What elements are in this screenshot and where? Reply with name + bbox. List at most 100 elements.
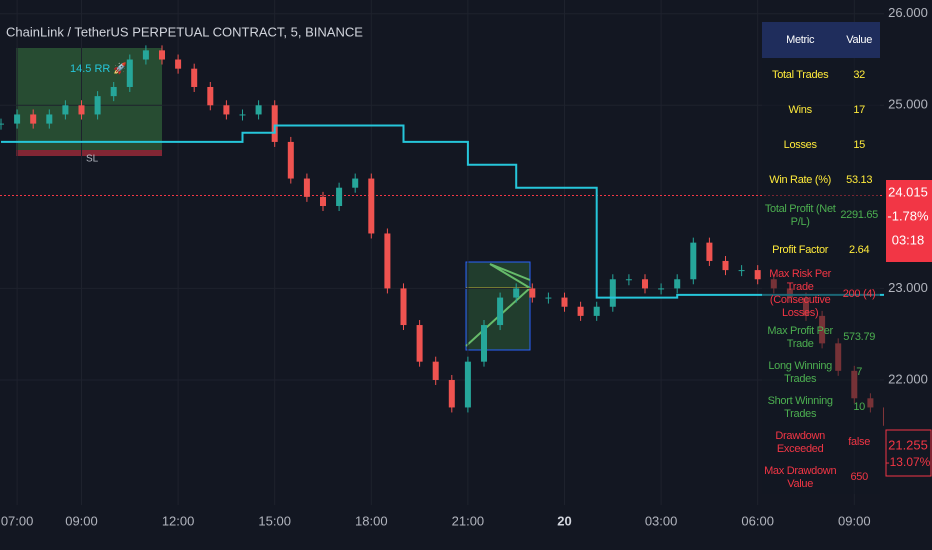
rr-label: 14.5 RR 🚀 [70, 62, 127, 75]
metric-cell: Drawdown Exceeded [762, 425, 839, 460]
value-cell: 7 [838, 355, 880, 390]
candle [207, 86, 214, 106]
value-cell: 2.64 [838, 233, 880, 268]
candle [497, 297, 504, 326]
candle [94, 96, 101, 115]
chart-title: ChainLink / TetherUS PERPETUAL CONTRACT,… [6, 24, 363, 39]
table: Metric Value Total Trades 32 Wins 17 Losses 15 W… [762, 22, 880, 494]
value-cell: 17 [838, 93, 880, 128]
last-change: -1.78% [887, 208, 929, 223]
x-tick-label: 09:00 [838, 513, 871, 528]
candle [561, 297, 568, 307]
metric-cell: Total Profit (Net P/L) [762, 198, 839, 233]
candle [481, 325, 487, 362]
candle [159, 50, 165, 60]
candle [126, 59, 133, 87]
x-tick-label: 09:00 [65, 513, 98, 528]
value-cell: 650 [838, 460, 880, 494]
countdown: 03:18 [892, 232, 925, 247]
stop-zone [16, 150, 162, 156]
candle [78, 105, 85, 115]
value-cell: 200 (4) [838, 268, 880, 320]
candle [545, 297, 552, 299]
candle [384, 233, 391, 289]
end-badge [885, 429, 932, 477]
header-row: Metric Value [762, 22, 880, 58]
table-row: Total Trades 32 [762, 58, 880, 93]
candle [416, 325, 423, 362]
sl-label: SL [86, 154, 99, 165]
candle [14, 114, 21, 124]
table-row: Total Profit (Net P/L) 2291.65 [762, 198, 880, 233]
table-row: Win Rate (%) 53.13 [762, 163, 880, 198]
metric-cell: Max Risk Per Trade (Consecutive Losses) [762, 268, 839, 320]
metric-cell: Win Rate (%) [762, 163, 839, 198]
candle [529, 288, 536, 298]
metric-cell: Total Trades [762, 58, 839, 93]
candle [690, 242, 697, 280]
candle [352, 178, 359, 188]
candle [175, 59, 182, 69]
value-cell: 53.13 [838, 163, 880, 198]
candle [239, 114, 246, 116]
metric-cell: Profit Factor [762, 233, 839, 268]
table-row: Drawdown Exceeded false [762, 425, 880, 460]
end-change: -13.07% [886, 455, 931, 469]
price-badge [886, 180, 932, 262]
candle [754, 270, 761, 280]
table-row: Max Profit Per Trade 573.79 [762, 320, 880, 355]
target-zone [16, 48, 162, 150]
candle [674, 279, 681, 289]
x-tick-label: 18:00 [355, 513, 388, 528]
table-row: Wins 17 [762, 93, 880, 128]
candle [0, 123, 4, 125]
candle [46, 114, 53, 124]
candle [336, 187, 343, 207]
table-row: Max Risk Per Trade (Consecutive Losses) 2… [762, 268, 880, 320]
candle [400, 288, 407, 326]
header-cell: Metric [762, 22, 839, 58]
header-cell: Value [838, 22, 880, 58]
x-tick-label: 12:00 [162, 513, 195, 528]
value-cell: false [838, 425, 880, 460]
candle [642, 279, 648, 289]
candle [142, 50, 149, 60]
candle [110, 86, 117, 97]
y-tick-label: 25.000 [888, 97, 928, 112]
price-axis-bg [884, 0, 932, 550]
candle [513, 288, 520, 298]
candle [625, 279, 632, 281]
candle [432, 361, 439, 380]
candle [30, 114, 37, 124]
candle [223, 105, 230, 115]
value-cell: 32 [838, 58, 880, 93]
table-row: Max Drawdown Value 650 [762, 460, 880, 494]
candle [706, 242, 713, 261]
table-row: Profit Factor 2.64 [762, 233, 880, 268]
candle [191, 68, 198, 87]
candle [255, 105, 262, 115]
value-cell: 10 [838, 390, 880, 425]
candle [320, 196, 326, 207]
last-price: 24.015 [888, 184, 928, 199]
candle [287, 141, 294, 179]
metrics-table: Metric Value Total Trades 32 Wins 17 Losses 15 W… [762, 22, 880, 494]
table-row: Losses 15 [762, 128, 880, 163]
metric-cell: Max Drawdown Value [762, 460, 839, 494]
candle [271, 105, 278, 142]
metric-cell: Wins [762, 93, 839, 128]
metric-cell: Max Profit Per Trade [762, 320, 839, 355]
candle [62, 105, 69, 115]
candle [577, 306, 584, 316]
candle [609, 279, 616, 307]
x-tick-label: 06:00 [741, 513, 774, 528]
table-row: Long Winning Trades 7 [762, 355, 880, 390]
candle [722, 260, 729, 271]
candle [738, 270, 745, 272]
trailing-stop [1, 124, 903, 299]
x-tick-label: 07:00 [1, 513, 34, 528]
x-tick-label: 20 [557, 513, 571, 528]
candle [448, 379, 455, 408]
x-tick-label: 03:00 [645, 513, 678, 528]
